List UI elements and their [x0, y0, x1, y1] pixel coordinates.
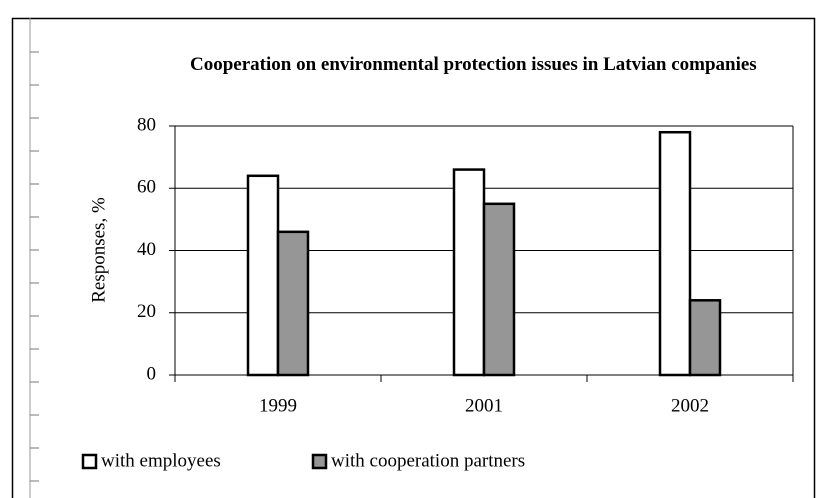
legend-swatch: [81, 453, 98, 470]
ruler: [29, 18, 39, 498]
legend-label: with cooperation partners: [331, 450, 525, 471]
x-tick-label: 1999: [259, 395, 297, 416]
y-tick-label: 40: [137, 239, 156, 260]
x-tick-label: 2002: [671, 395, 709, 416]
x-tick-label: 2001: [465, 395, 503, 416]
bar: [452, 168, 486, 377]
bar: [688, 299, 722, 377]
bar: [658, 130, 692, 377]
bar: [246, 174, 280, 377]
y-tick-label: 0: [147, 363, 157, 384]
chart-title: Cooperation on environmental protection …: [190, 54, 757, 75]
legend-label: with employees: [101, 450, 221, 471]
y-tick-label: 20: [137, 301, 156, 322]
frame: [11, 17, 816, 498]
y-tick-label: 80: [137, 114, 156, 135]
y-tick-label: 60: [137, 177, 156, 198]
legend-swatch: [311, 453, 328, 470]
y-axis-label: Responses, %: [88, 197, 109, 303]
bar: [482, 202, 516, 377]
bar: [276, 230, 310, 377]
